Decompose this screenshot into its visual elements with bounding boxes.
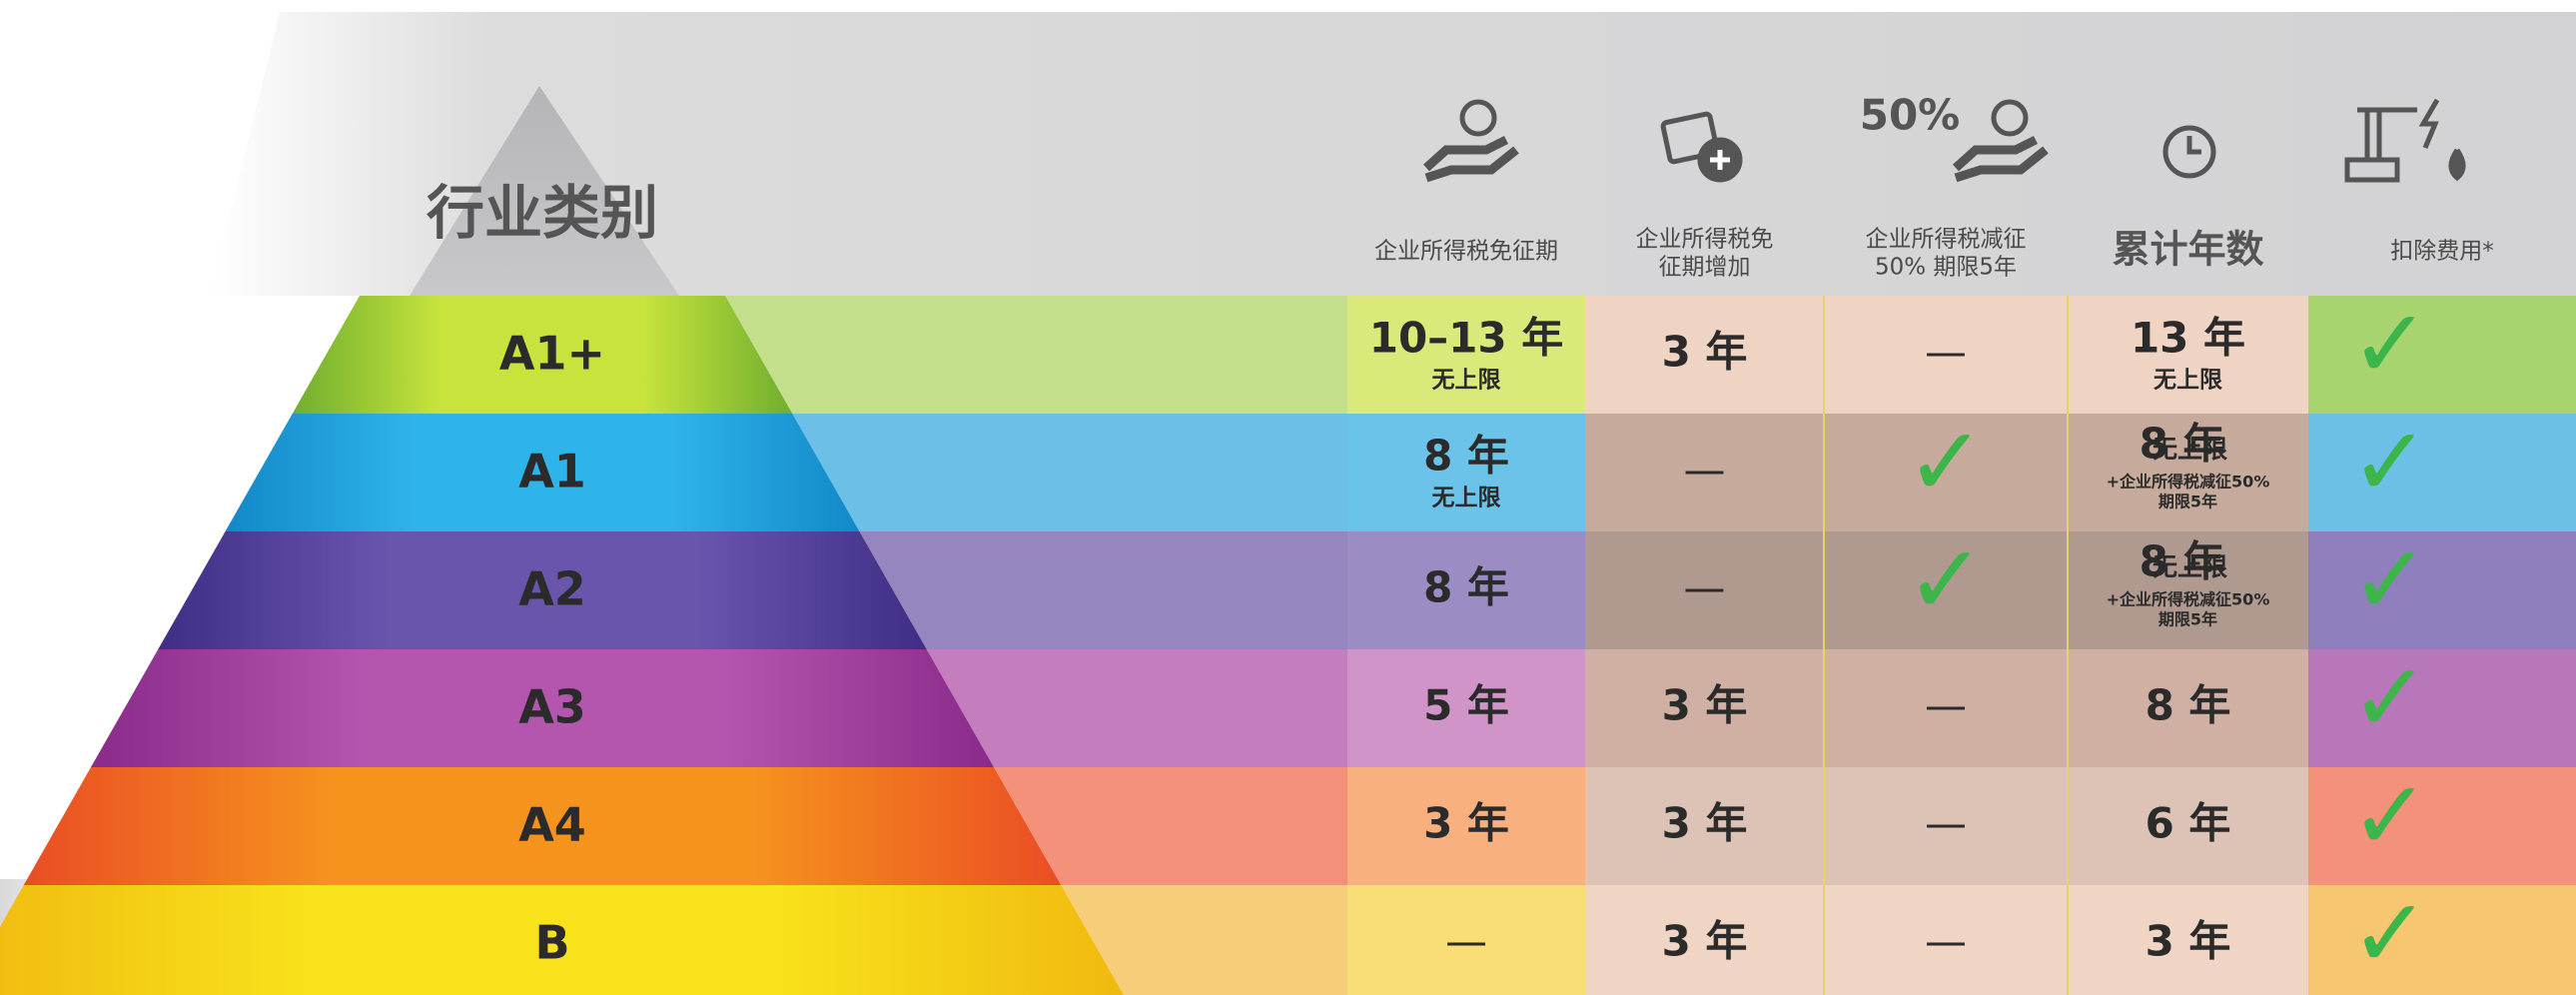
pyramid-top	[410, 86, 679, 296]
cell-bg	[2308, 885, 2576, 995]
header-title: 行业类别	[427, 179, 658, 247]
column-header: 50% 期限5年	[1875, 255, 2017, 281]
cell-main: —	[1684, 446, 1726, 495]
cell-bg	[1347, 649, 1585, 767]
check-mark: ✓	[2350, 877, 2430, 989]
cell-note: 期限5年	[2158, 493, 2217, 511]
check-mark: ✓	[2350, 288, 2430, 400]
column-header: 企业所得税免	[1636, 227, 1774, 253]
cell-bg	[1347, 531, 1585, 649]
cell-main: 8 年	[1423, 432, 1509, 481]
check-mark: ✓	[1906, 523, 1986, 635]
cell-sub: 无上限	[1432, 368, 1501, 394]
cash-icon	[1660, 111, 1720, 165]
cell-main: 3 年	[1662, 681, 1748, 730]
pyramid-tier	[0, 885, 1124, 995]
cell-main: 3 年	[1662, 328, 1748, 377]
pyramid-tier	[23, 767, 1062, 885]
column-header: 扣除费用*	[2390, 239, 2494, 265]
column-header: 征期增加	[1659, 255, 1751, 281]
cell-bg	[1347, 767, 1585, 885]
category-label: A1+	[499, 327, 605, 381]
cell-bg	[2308, 414, 2576, 531]
cell-main: 8 年	[2140, 420, 2225, 469]
pyramid-tier	[225, 414, 860, 531]
category-label: A3	[518, 680, 586, 734]
cell-bg	[1585, 531, 2308, 649]
column-header: 企业所得税减征	[1866, 227, 2027, 253]
plus-sign	[1710, 150, 1730, 170]
cell-bg	[1585, 649, 2308, 767]
pyramid-tier	[90, 649, 995, 767]
cell-main: 5 年	[1423, 681, 1509, 730]
cell-note: +企业所得税减征50%	[2107, 473, 2270, 492]
cell-bg	[1585, 414, 2308, 531]
hand-icon	[1422, 135, 1519, 183]
cell-bg	[2308, 296, 2576, 414]
category-label: A4	[518, 798, 586, 852]
cell-bg	[1347, 296, 1585, 414]
column-header: 累计年数	[2112, 228, 2263, 272]
column-header: 企业所得税免征期	[1374, 239, 1558, 265]
check-mark: ✓	[1906, 406, 1986, 517]
coin-icon	[1459, 99, 1497, 137]
cell-main: 3 年	[2146, 917, 2231, 966]
coin-icon	[1991, 99, 2029, 137]
cell-main: 3 年	[1423, 799, 1509, 848]
cell-main: —	[1925, 799, 1967, 848]
check-mark: ✓	[2350, 759, 2430, 871]
cell-main: 8 年	[2146, 681, 2231, 730]
check-mark: ✓	[2350, 641, 2430, 753]
cell-bg	[1585, 885, 2308, 995]
cell-main: —	[1925, 681, 1967, 730]
category-label: A1	[518, 445, 586, 498]
cell-main: 8 年	[1423, 563, 1509, 612]
category-label: A2	[518, 562, 586, 616]
hand-icon	[1952, 135, 2049, 183]
cell-main: 10–13 年	[1369, 314, 1564, 363]
check-mark: ✓	[2350, 523, 2430, 635]
cell-bg	[1347, 414, 1585, 531]
cell-note: 期限5年	[2158, 610, 2217, 629]
pyramid-tier	[292, 296, 793, 414]
cell-bg	[2308, 767, 2576, 885]
cell-main: 13 年	[2131, 314, 2245, 363]
cell-bg	[2308, 649, 2576, 767]
cell-sub: 无上限	[1432, 486, 1501, 511]
cell-bg	[1347, 885, 1585, 995]
clock-hands	[2186, 136, 2201, 155]
clock-icon	[2162, 125, 2216, 179]
check-mark: ✓	[2350, 406, 2430, 517]
cell-main: —	[1445, 917, 1487, 966]
cell-side: 无上限	[2152, 435, 2227, 464]
cell-sub: 无上限	[2153, 368, 2222, 394]
category-label: B	[534, 916, 569, 970]
cell-main: —	[1684, 563, 1726, 612]
cell-side: 无上限	[2152, 552, 2227, 581]
cell-main: 3 年	[1662, 799, 1748, 848]
cell-bg	[1585, 296, 2308, 414]
cell-main: 8 年	[2140, 537, 2225, 586]
column-badge: 50%	[1860, 91, 1961, 140]
cell-bg	[2308, 531, 2576, 649]
header-icons	[1422, 98, 2466, 183]
cell-main: —	[1925, 917, 1967, 966]
crane-icon	[2344, 98, 2440, 183]
header-band	[210, 12, 2576, 296]
cell-main: —	[1925, 328, 1967, 377]
cell-main: 3 年	[1662, 917, 1748, 966]
cell-main: 6 年	[2146, 799, 2231, 848]
cell-note: +企业所得税减征50%	[2107, 590, 2270, 609]
pyramid-tier	[158, 531, 927, 649]
drop-icon	[2448, 148, 2466, 182]
cell-bg	[1585, 767, 2308, 885]
